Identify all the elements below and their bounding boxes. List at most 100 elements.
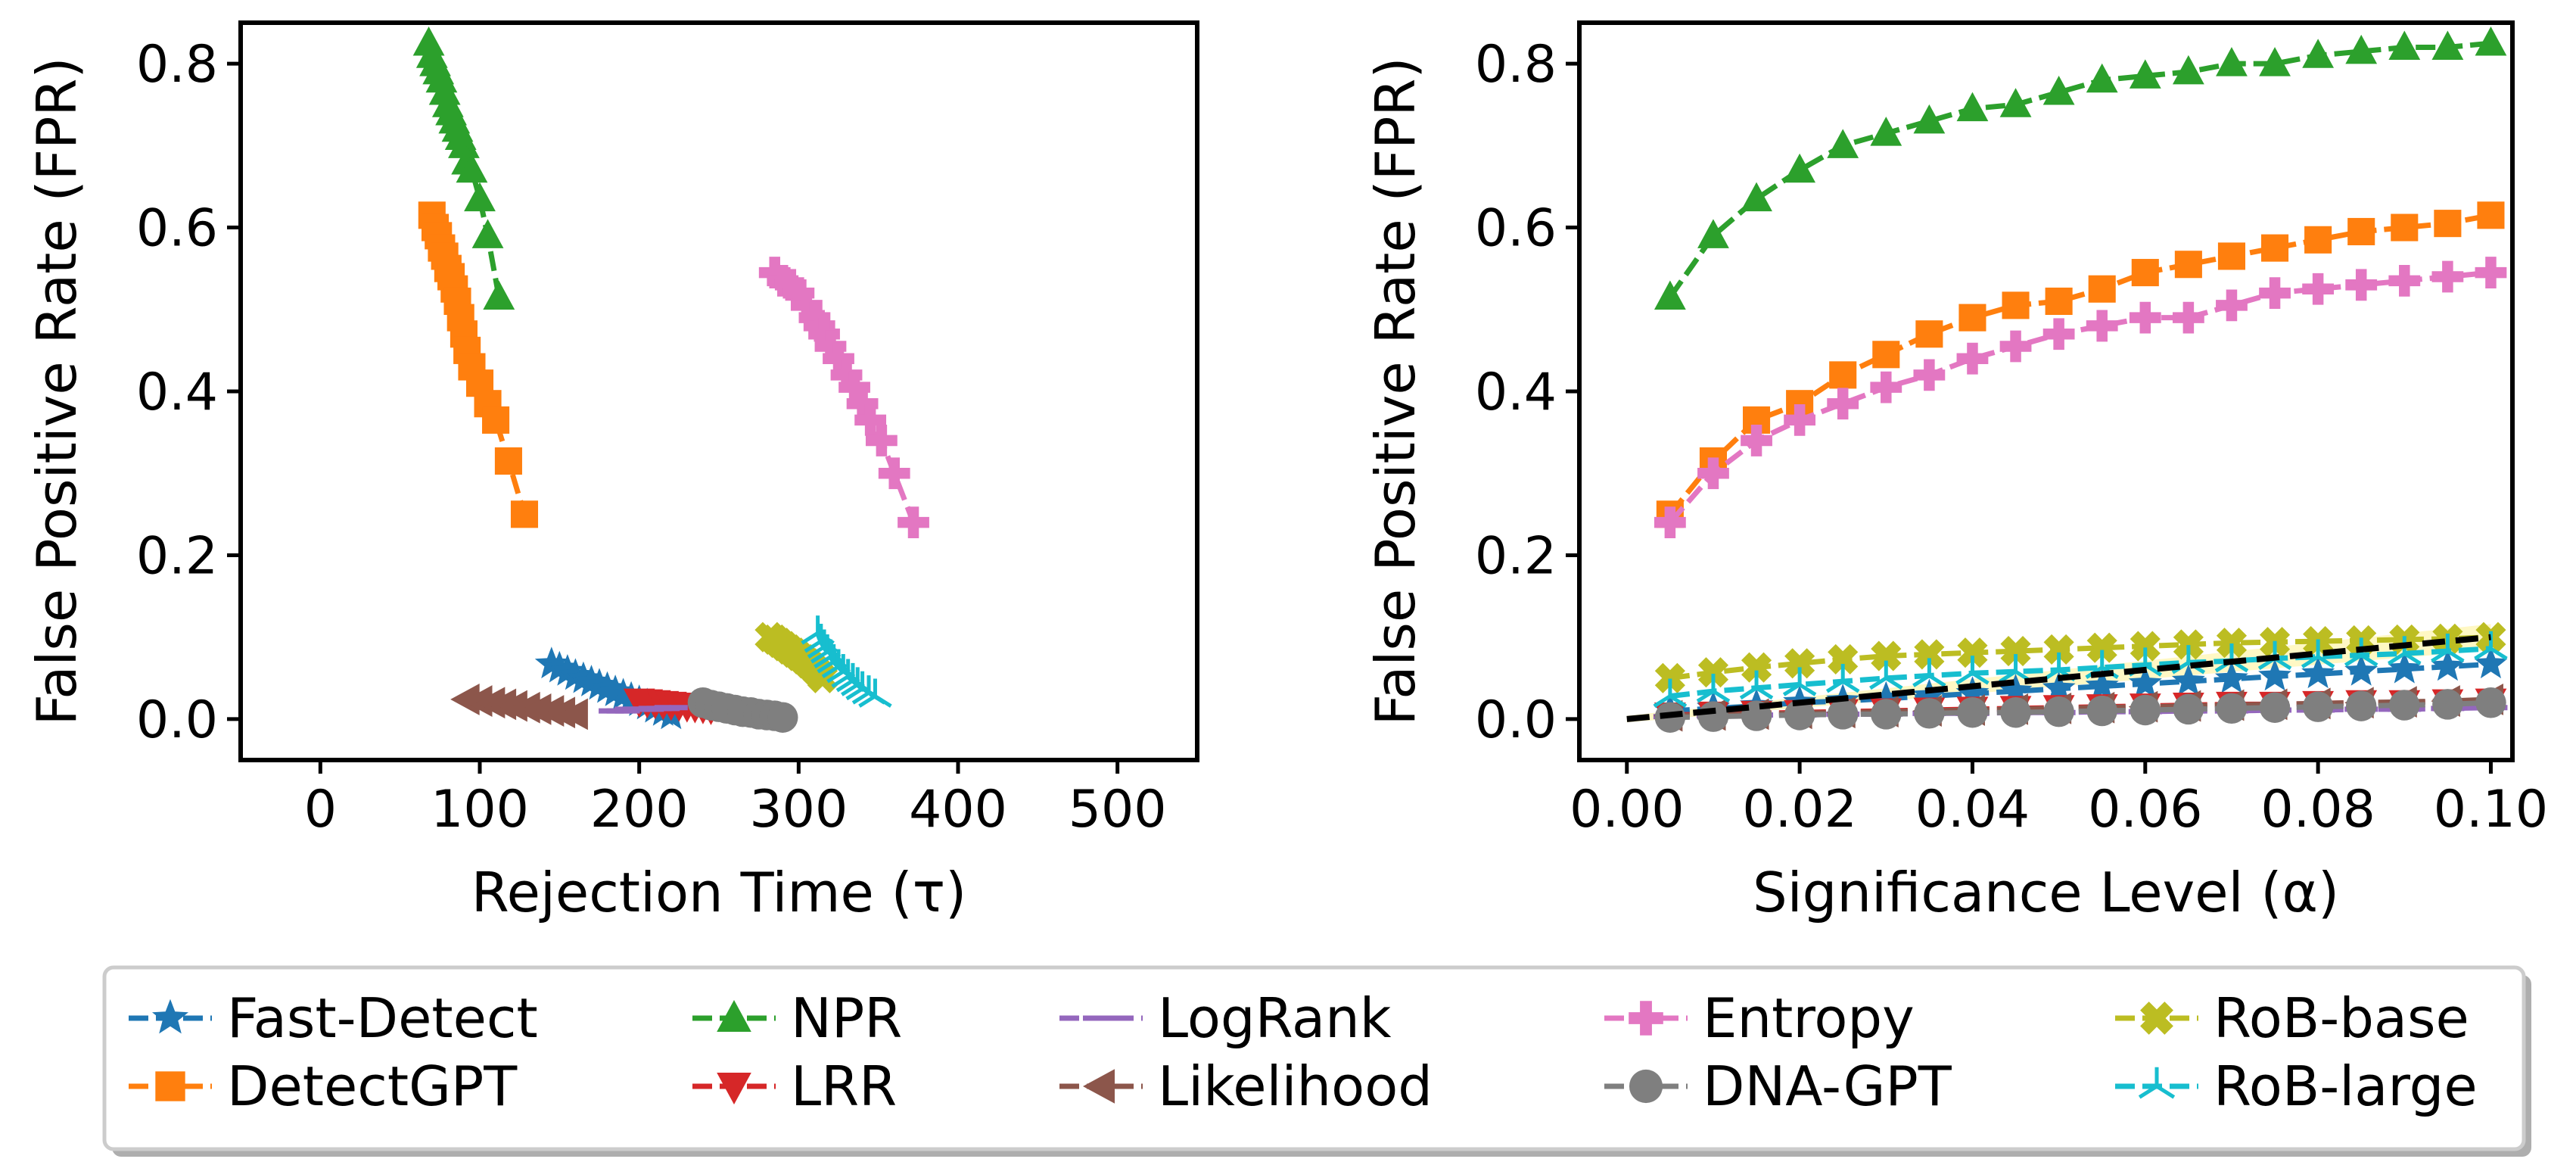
left-series-rob-large [801, 615, 892, 708]
right-point-rob-large [2431, 633, 2465, 663]
right-point-npr [2129, 59, 2161, 89]
right-point-entropy [2475, 257, 2507, 288]
left-point-entropy [846, 388, 879, 420]
right-point-npr [2042, 75, 2075, 105]
legend-entry-lrr: LRR [692, 1055, 897, 1118]
right-point-entropy [2259, 277, 2291, 310]
left-point-entropy [758, 257, 791, 288]
left-point-entropy [878, 457, 910, 490]
right-point-entropy [2302, 273, 2335, 305]
right-point-dna-gpt [1784, 699, 1815, 731]
right-point-entropy [2129, 301, 2161, 334]
right-point-rob-base-group [1957, 637, 1988, 668]
right-point-detectgpt [2002, 291, 2030, 319]
right-point-rob-base [1784, 648, 1815, 679]
right-point-entropy [2172, 301, 2204, 334]
left-x-axis-label: Rejection Time (τ) [471, 861, 966, 924]
left-point-entropy [865, 425, 898, 456]
right-y-axis-label: False Positive Rate (FPR) [1364, 57, 1427, 725]
left-plot-frame [238, 20, 1199, 762]
left-point-likelihood [498, 690, 527, 722]
left-point-npr [456, 153, 488, 183]
legend-box [102, 965, 2526, 1151]
left-series-npr [412, 26, 515, 310]
right-point-detectgpt [2131, 259, 2159, 287]
right-point-dna-gpt [2302, 691, 2334, 722]
right-point-rob-large [2301, 639, 2335, 668]
legend-label: DNA-GPT [1703, 1055, 1952, 1118]
right-point-entropy [1827, 388, 1859, 420]
right-point-npr [1654, 280, 1686, 310]
right-point-entropy [1956, 342, 1989, 375]
right-point-entropy [1913, 359, 1946, 391]
right-point-entropy [1784, 403, 1816, 436]
right-y-tick-label: 0.8 [1475, 35, 1557, 95]
right-point-npr [1741, 182, 1772, 212]
right-point-npr [1913, 104, 1946, 134]
left-y-axis-label: False Positive Rate (FPR) [25, 57, 89, 725]
legend-label: RoB-large [2214, 1055, 2478, 1118]
left-y-tick-label: 0.8 [136, 35, 218, 95]
right-point-dna-gpt [1957, 696, 1988, 728]
right-point-npr [2259, 47, 2291, 76]
right-point-rob-large [1696, 673, 1731, 703]
legend-entry-rob-large: RoB-large [2115, 1055, 2478, 1118]
right-point-entropy [2216, 289, 2248, 322]
legend-swatch-marker [155, 1071, 185, 1101]
right-point-detectgpt [2261, 234, 2289, 262]
right-point-fast-detect [2344, 654, 2378, 686]
left-point-entropy [814, 330, 847, 363]
left-series-detectgpt [418, 201, 539, 528]
right-point-rob-base-group [1871, 640, 1902, 671]
left-point-entropy [838, 371, 870, 403]
legend-label: LogRank [1158, 986, 1392, 1050]
left-y-tick-label: 0.2 [136, 526, 218, 586]
left-point-likelihood [546, 696, 576, 729]
right-point-fast-detect [2128, 666, 2162, 698]
right-x-axis-label: Significance Level (α) [1753, 861, 2339, 924]
legend-entry-rob-base: RoB-base [2115, 986, 2469, 1050]
right-point-dna-gpt [1914, 698, 1945, 729]
right-x-tick-label: 0.02 [1742, 780, 1856, 840]
right-series-rob-base [1654, 621, 2506, 693]
legend-entry-entropy: Entropy [1604, 986, 1915, 1050]
legend-swatch-marker [1083, 1069, 1115, 1104]
legend-swatch-marker [1629, 1001, 1663, 1036]
right-x-tick-label: 0.00 [1570, 780, 1684, 840]
right-point-rob-base [2216, 628, 2248, 659]
right-point-rob-base [1828, 643, 1859, 674]
right-point-rob-base-group [2130, 631, 2161, 662]
right-point-detectgpt [2304, 226, 2332, 254]
left-y-tick-label: 0.4 [136, 363, 218, 422]
right-series-detectgpt [1656, 201, 2505, 528]
right-point-rob-base [2130, 631, 2161, 662]
right-point-fast-detect [2474, 646, 2508, 679]
legend-entry-dna-gpt: DNA-GPT [1604, 1055, 1952, 1118]
right-series-npr [1654, 26, 2507, 310]
right-point-npr [1956, 92, 1989, 122]
right-point-entropy [1870, 371, 1902, 403]
right-point-rob-large [1912, 658, 1946, 687]
right-point-npr [1697, 219, 1729, 248]
right-point-npr [2388, 30, 2421, 60]
legend-entry-logrank: LogRank [1059, 986, 1392, 1050]
right-point-rob-base [1741, 652, 1772, 683]
right-point-entropy [1741, 425, 1772, 456]
right-chart: 0.00 0.02 0.04 0.06 0.08 0.10 0.0 0.2 0.4 0.6 0.8 S… [1364, 20, 2548, 924]
left-x-tick-label: 100 [431, 780, 529, 840]
right-point-detectgpt [1958, 304, 1986, 332]
left-y-tick-label: 0.6 [136, 199, 218, 259]
left-point-entropy [898, 506, 929, 539]
right-point-dna-gpt [2173, 693, 2204, 725]
right-point-entropy [2345, 269, 2378, 301]
left-point-likelihood [463, 685, 493, 717]
right-point-fast-detect [2431, 649, 2465, 681]
right-point-rob-base-group [1784, 648, 1815, 679]
right-point-npr [1999, 88, 2032, 117]
right-point-detectgpt [2434, 210, 2462, 238]
left-point-npr [464, 182, 496, 212]
right-reference-line [1626, 634, 2491, 722]
left-point-entropy [854, 403, 887, 436]
right-point-rob-base-group [1914, 639, 1945, 670]
